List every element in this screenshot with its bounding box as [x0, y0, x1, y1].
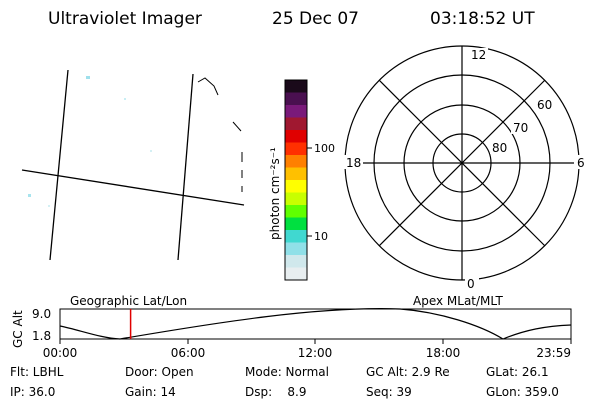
polar-ring-label-70: 70	[513, 121, 528, 135]
status-glat: GLat: 26.1	[486, 365, 549, 379]
polar-label-18: 18	[346, 156, 361, 170]
emission-speck	[48, 205, 50, 207]
color-scale-tick-100: 100	[314, 142, 335, 155]
status-gc-alt: GC Alt: 2.9 Re	[366, 365, 450, 379]
timeline-x-label-2359: 23:59	[536, 346, 571, 360]
timeline-right-caption: Apex MLat/MLT	[413, 294, 503, 308]
color-scale-cell	[285, 117, 307, 131]
emission-speck	[150, 150, 152, 152]
status-filter: Flt: LBHL	[10, 365, 64, 379]
polar-ring-label-80: 80	[492, 141, 507, 155]
status-panel: Flt: LBHL Door: Open Mode: Normal GC Alt…	[10, 365, 559, 399]
status-dsp: Dsp: 8.9	[245, 385, 307, 399]
color-scale-cell	[285, 242, 307, 256]
timeline-x-label-1200: 12:00	[298, 346, 333, 360]
label-backdrop	[535, 97, 555, 111]
label-backdrop	[574, 155, 588, 169]
longitude-line	[49, 69, 69, 261]
color-scale-frame	[284, 79, 308, 281]
color-scale-tick-10: 10	[314, 230, 328, 243]
geographic-image-panel	[21, 69, 245, 261]
color-scale-cell	[285, 217, 307, 231]
color-scale-cell	[285, 205, 307, 218]
color-scale-cell	[285, 92, 307, 106]
image-time: 03:18:52 UT	[430, 9, 535, 29]
color-scale-cell	[285, 192, 307, 206]
label-backdrop	[343, 155, 363, 169]
polar-labels: 12 0 18 6 60 70 80	[343, 48, 588, 291]
coastline-fragment	[232, 121, 242, 132]
orbit-altitude-curve	[59, 308, 572, 340]
color-scale-cell	[285, 230, 307, 243]
label-backdrop	[465, 277, 479, 291]
emission-speck	[28, 194, 31, 197]
polar-label-6: 6	[577, 156, 585, 170]
status-seq: Seq: 39	[366, 385, 412, 399]
image-date: 25 Dec 07	[272, 9, 359, 29]
timeline-x-label-1800: 18:00	[426, 346, 461, 360]
color-scale-cell	[285, 180, 307, 193]
color-scale-cell	[285, 130, 307, 143]
instrument-title: Ultraviolet Imager	[48, 9, 202, 29]
color-scale-cell	[285, 167, 307, 181]
label-backdrop	[511, 120, 531, 134]
label-backdrop	[490, 140, 510, 154]
emission-speck	[124, 98, 126, 100]
polar-label-12: 12	[471, 48, 486, 62]
timeline-x-label-0600: 06:00	[171, 346, 206, 360]
coastline-fragment	[197, 77, 219, 96]
status-door: Door: Open	[125, 365, 194, 379]
timeline-y-tick-low: 1.8	[32, 329, 51, 343]
orbit-timeline: Geographic Lat/Lon Apex MLat/MLT GC Alt …	[11, 294, 572, 360]
color-scale-cell	[285, 267, 307, 281]
polar-mlt-grid	[344, 45, 580, 281]
polar-ring-label-60: 60	[537, 98, 552, 112]
emission-speck	[86, 76, 90, 79]
status-mode: Mode: Normal	[245, 365, 329, 379]
color-scale-gradient	[285, 80, 307, 281]
color-scale-cell	[285, 255, 307, 268]
timeline-y-label: GC Alt	[11, 310, 25, 348]
longitude-line	[177, 73, 194, 261]
color-scale-cell	[285, 80, 307, 93]
color-scale-unit-label: photon cm⁻²s⁻¹	[268, 147, 282, 240]
color-scale-cell	[285, 142, 307, 156]
color-scale-cell	[285, 155, 307, 168]
timeline-x-label-0000: 00:00	[43, 346, 78, 360]
color-scale-cell	[285, 105, 307, 118]
color-scale-bar: 100 10 photon cm⁻²s⁻¹	[268, 79, 335, 281]
label-backdrop	[470, 48, 488, 62]
polar-label-0: 0	[467, 277, 475, 291]
timeline-left-caption: Geographic Lat/Lon	[70, 294, 187, 308]
polar-diagonal	[378, 79, 546, 247]
status-ip: IP: 36.0	[10, 385, 55, 399]
status-glon: GLon: 359.0	[486, 385, 559, 399]
timeline-y-tick-high: 9.0	[32, 307, 51, 321]
latitude-line	[21, 169, 245, 206]
status-gain: Gain: 14	[125, 385, 176, 399]
